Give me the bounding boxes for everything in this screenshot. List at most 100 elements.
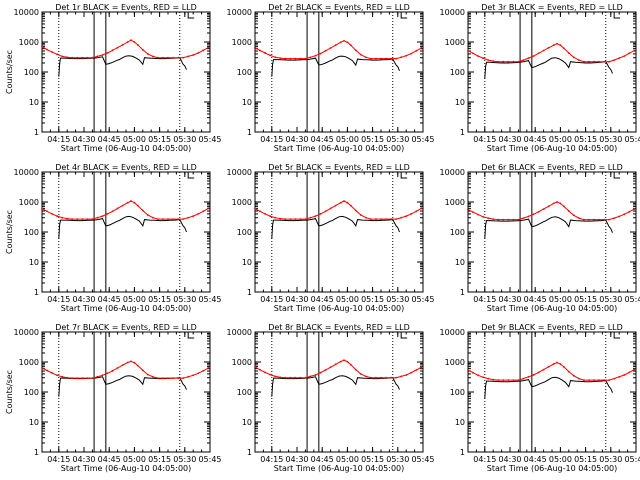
lld-data-point bbox=[141, 369, 144, 372]
lld-data-point bbox=[492, 218, 495, 221]
y-tick-label: 1 bbox=[247, 128, 252, 137]
x-axis-label: Start Time (06-Aug-10 04:05:00) bbox=[274, 304, 405, 313]
plot-title: Det 3r BLACK = Events, RED = LLD bbox=[481, 3, 623, 12]
lld-data-point bbox=[562, 205, 565, 208]
lld-data-point bbox=[375, 57, 377, 60]
lld-data-point bbox=[559, 44, 562, 47]
lld-data-point bbox=[395, 218, 397, 221]
y-tick-label: 100 bbox=[237, 388, 252, 397]
lld-data-point bbox=[319, 52, 322, 55]
lld-data-point bbox=[559, 363, 562, 365]
events-series-line bbox=[58, 375, 187, 397]
lld-data-point bbox=[329, 366, 332, 369]
lld-data-point bbox=[633, 368, 636, 371]
lld-data-point bbox=[324, 210, 327, 213]
lld-data-point bbox=[527, 215, 530, 218]
lld-data-point bbox=[497, 379, 500, 381]
lld-data-point bbox=[375, 218, 377, 221]
y-tick-label: 10 bbox=[455, 258, 465, 267]
lld-data-point bbox=[542, 49, 545, 52]
lld-data-point bbox=[162, 218, 164, 221]
lld-data-point bbox=[608, 60, 610, 63]
lld-data-point bbox=[578, 217, 580, 220]
x-tick-label: 04:30 bbox=[72, 135, 95, 144]
lld-data-point bbox=[299, 376, 302, 379]
events-series-line bbox=[271, 375, 400, 397]
lld-data-point bbox=[202, 210, 205, 213]
lld-data-point bbox=[101, 215, 104, 218]
plot-title: Det 6r BLACK = Events, RED = LLD bbox=[481, 163, 623, 172]
lld-data-point bbox=[502, 379, 505, 381]
detector-panel-9: Det 9r BLACK = Events, RED = LLD 1 10 100 10… bbox=[440, 323, 640, 473]
lld-data-point bbox=[633, 49, 636, 52]
lld-data-point bbox=[482, 215, 484, 218]
x-tick-label: 04:15 bbox=[260, 135, 283, 144]
x-tick-label: 04:15 bbox=[47, 135, 70, 144]
lld-data-point bbox=[197, 372, 200, 375]
lld-data-point bbox=[96, 55, 99, 58]
x-tick-label: 05:00 bbox=[549, 455, 572, 464]
lld-data-point bbox=[61, 375, 64, 378]
y-tick-label: 100 bbox=[237, 228, 252, 237]
x-tick-label: 05:30 bbox=[386, 295, 409, 304]
detector-panel-4: Det 4r BLACK = Events, RED = LLD 1 10 100 10… bbox=[5, 163, 222, 313]
lld-data-point bbox=[487, 377, 490, 380]
lld-data-point bbox=[556, 201, 558, 203]
lld-data-point bbox=[259, 49, 261, 52]
lld-data-point bbox=[157, 218, 159, 221]
lld-data-point bbox=[207, 46, 210, 49]
lld-data-point bbox=[146, 53, 149, 55]
lld-series-line bbox=[41, 39, 209, 59]
lld-data-point bbox=[207, 367, 210, 369]
lld-data-point bbox=[162, 377, 164, 379]
x-tick-label: 04:30 bbox=[498, 455, 521, 464]
lld-data-point bbox=[91, 218, 94, 221]
lld-data-point bbox=[588, 379, 590, 381]
y-tick-label: 1000 bbox=[232, 38, 252, 47]
lld-data-point bbox=[56, 53, 58, 56]
lld-data-point bbox=[628, 371, 631, 374]
lld-data-point bbox=[365, 216, 367, 219]
lld-data-point bbox=[420, 207, 423, 210]
lld-data-point bbox=[380, 218, 382, 221]
lld-data-point bbox=[202, 49, 205, 52]
lld-data-point bbox=[299, 218, 302, 221]
lld-data-point bbox=[405, 54, 408, 57]
lld-data-point bbox=[319, 213, 322, 215]
y-tick-label: 10 bbox=[242, 98, 252, 107]
y-tick-label: 10 bbox=[29, 258, 39, 267]
lld-data-point bbox=[343, 39, 345, 42]
y-tick-label: 10000 bbox=[440, 168, 465, 177]
corner-bracket-mark bbox=[613, 12, 621, 19]
x-tick-label: 05:15 bbox=[574, 295, 597, 304]
lld-data-point bbox=[420, 366, 423, 369]
lld-data-point bbox=[603, 60, 605, 63]
lld-data-point bbox=[66, 217, 69, 220]
lld-data-point bbox=[101, 54, 104, 56]
lld-data-point bbox=[527, 57, 530, 59]
lld-data-point bbox=[157, 56, 159, 59]
y-tick-label: 1000 bbox=[19, 358, 39, 367]
x-tick-label: 04:45 bbox=[98, 455, 121, 464]
lld-data-point bbox=[405, 374, 408, 376]
lld-data-point bbox=[274, 56, 277, 59]
x-tick-label: 05:15 bbox=[361, 295, 384, 304]
lld-data-point bbox=[365, 56, 367, 59]
y-tick-label: 10000 bbox=[14, 168, 39, 177]
x-tick-label: 05:15 bbox=[361, 135, 384, 144]
lld-data-point bbox=[309, 375, 312, 378]
plot-title: Det 2r BLACK = Events, RED = LLD bbox=[268, 3, 410, 12]
lld-data-point bbox=[294, 218, 297, 221]
lld-data-point bbox=[628, 210, 631, 213]
lld-data-point bbox=[207, 207, 210, 210]
lld-data-point bbox=[136, 44, 139, 46]
x-tick-label: 05:30 bbox=[599, 295, 622, 304]
x-axis-label: Start Time (06-Aug-10 04:05:00) bbox=[61, 304, 192, 313]
detector-panel-3: Det 3r BLACK = Events, RED = LLD 1 10 100 10… bbox=[440, 3, 640, 153]
plot-frame bbox=[41, 331, 211, 453]
lld-data-point bbox=[259, 210, 261, 213]
lld-data-point bbox=[537, 371, 540, 374]
lld-data-point bbox=[365, 375, 367, 378]
plot-frame bbox=[41, 11, 211, 133]
x-tick-label: 05:30 bbox=[599, 135, 622, 144]
